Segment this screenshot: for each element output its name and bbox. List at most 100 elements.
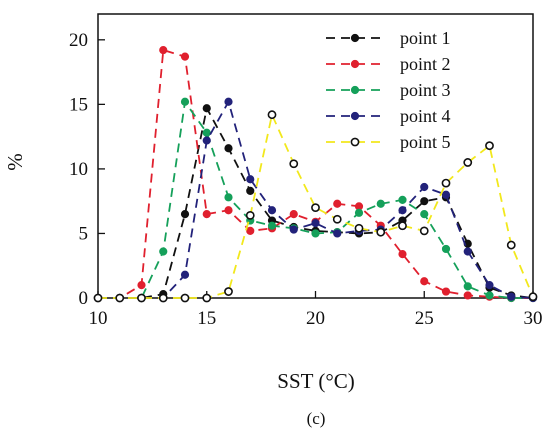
legend-swatch-marker	[350, 137, 360, 147]
data-point	[485, 291, 494, 300]
y-tick-label: 20	[69, 30, 88, 51]
data-point	[115, 293, 125, 303]
data-point	[267, 110, 277, 120]
series-point-2	[93, 46, 538, 303]
series-line	[98, 111, 534, 299]
data-point	[159, 46, 168, 55]
data-point	[463, 158, 473, 167]
x-tick-label: 10	[89, 308, 108, 329]
data-point	[333, 199, 342, 208]
y-axis-title: %	[3, 153, 27, 171]
series-point-5	[93, 110, 538, 303]
data-point	[354, 223, 364, 233]
data-point	[224, 206, 233, 215]
data-point	[420, 209, 429, 219]
data-point	[267, 221, 277, 230]
data-point	[463, 291, 472, 300]
data-point	[289, 209, 298, 219]
data-point	[398, 206, 407, 215]
data-point	[528, 292, 538, 302]
data-point	[398, 221, 407, 231]
data-point	[202, 128, 211, 137]
data-point	[441, 287, 451, 296]
data-point	[376, 199, 385, 208]
legend-item: point 3	[326, 80, 451, 100]
data-point	[202, 104, 211, 113]
data-point	[311, 203, 320, 213]
data-point	[485, 280, 494, 290]
data-point	[180, 293, 190, 303]
data-point	[224, 97, 233, 106]
x-tick-label: 30	[524, 308, 543, 329]
legend-label: point 1	[400, 28, 451, 48]
legend-item: point 1	[326, 28, 451, 48]
data-point	[137, 280, 146, 290]
legend-swatch-marker	[350, 59, 360, 69]
y-tick-label: 15	[69, 94, 88, 115]
data-point	[202, 209, 211, 219]
data-point	[158, 293, 168, 303]
data-point	[224, 144, 233, 153]
series-line	[98, 48, 533, 299]
series-point-4	[93, 97, 538, 303]
y-tick-label: 10	[69, 159, 88, 180]
data-point	[224, 193, 233, 202]
data-point	[93, 293, 103, 303]
data-point	[180, 52, 190, 61]
legend-item: point 5	[326, 132, 451, 152]
data-point	[485, 141, 494, 151]
data-point	[376, 227, 386, 237]
y-tick-label: 0	[79, 288, 89, 309]
data-point	[245, 210, 255, 220]
data-point	[202, 293, 212, 303]
legend-label: point 4	[400, 106, 451, 126]
legend-swatch-marker	[350, 111, 360, 121]
data-point	[398, 195, 407, 204]
legend-swatch-marker	[350, 85, 360, 95]
data-point	[246, 175, 255, 184]
data-point	[398, 250, 407, 259]
data-point	[506, 240, 516, 250]
series-line	[98, 99, 533, 299]
data-point	[311, 229, 320, 238]
y-tick-label: 5	[79, 223, 89, 244]
data-point	[420, 277, 429, 286]
data-point	[419, 226, 429, 236]
data-point	[224, 287, 233, 296]
data-point	[246, 226, 255, 235]
x-tick-label: 15	[197, 308, 216, 329]
data-point	[267, 206, 277, 215]
x-tick-label: 20	[306, 308, 325, 329]
data-point	[180, 97, 190, 106]
series-point-1	[93, 104, 538, 303]
x-axis-title: SST (°C)	[277, 369, 354, 393]
data-point	[354, 208, 364, 217]
data-point	[332, 214, 342, 224]
series-line	[98, 105, 534, 299]
data-point	[180, 209, 190, 219]
data-point	[333, 229, 342, 238]
data-point	[159, 247, 168, 256]
legend-swatch-marker	[350, 33, 360, 43]
legend-item: point 4	[326, 106, 451, 126]
data-point	[441, 190, 451, 199]
legend-label: point 3	[400, 80, 451, 100]
data-point	[420, 197, 429, 206]
data-point	[289, 159, 299, 169]
legend-label: point 2	[400, 54, 451, 74]
series-point-3	[93, 97, 538, 303]
data-point	[463, 282, 472, 291]
series-line	[98, 99, 534, 299]
panel-label: (c)	[307, 409, 326, 428]
legend: point 1 point 2 point 3 point 4 point 5	[326, 28, 451, 152]
data-point	[137, 293, 146, 303]
legend-label: point 5	[400, 132, 451, 152]
data-point	[420, 182, 429, 192]
data-point	[246, 186, 255, 195]
data-point	[441, 244, 451, 254]
data-point	[507, 292, 516, 301]
legend-item: point 2	[326, 54, 451, 74]
x-tick-label: 25	[415, 308, 434, 329]
